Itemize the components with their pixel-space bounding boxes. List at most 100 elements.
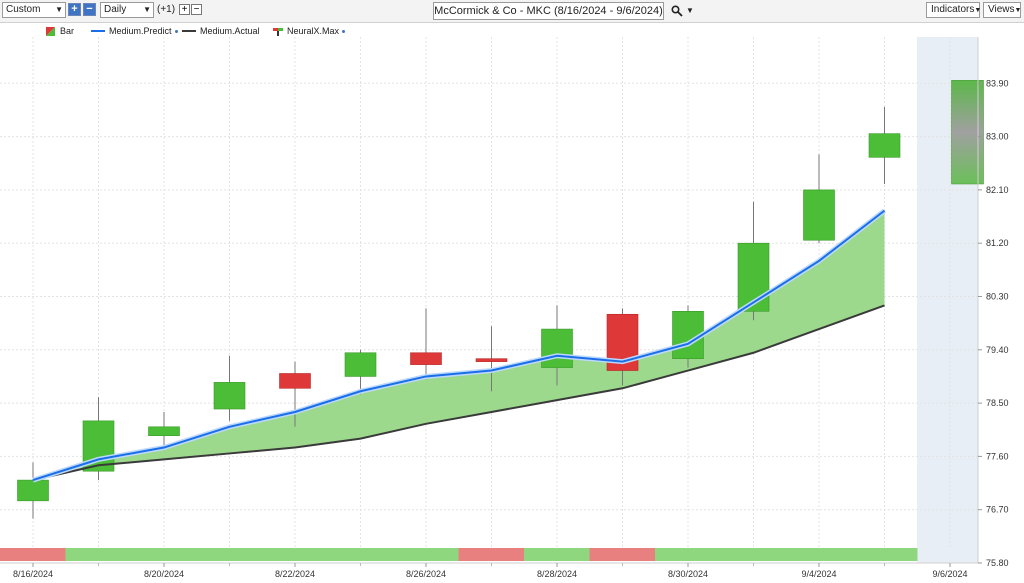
series-line-medium-actual (32, 304, 885, 482)
candle-body (803, 189, 835, 241)
candle (541, 305, 573, 386)
signal-strip-cell (262, 548, 328, 561)
line-swatch-icon (182, 30, 196, 32)
candle-body (410, 352, 442, 365)
settings-dot-icon (174, 29, 178, 33)
signal-strip-cell (131, 548, 197, 561)
bar-swatch-icon (46, 26, 55, 36)
candle-body (213, 382, 246, 410)
settings-dot-icon (342, 29, 346, 33)
legend-label: Bar (60, 26, 75, 36)
candle (606, 308, 639, 386)
y-tick-label: 79.40 (986, 345, 1009, 355)
chevron-down-icon: ▼ (1014, 7, 1022, 14)
range-select-value: Custom (6, 4, 41, 15)
signal-strip-cell (327, 548, 394, 561)
forecast-bar (951, 80, 984, 185)
views-button[interactable]: Views▼ (983, 2, 1021, 18)
x-tick-label: 8/28/2024 (537, 569, 577, 579)
y-tick-label: 82.10 (986, 185, 1009, 195)
indicators-label: Indicators (931, 4, 975, 15)
legend-label: Medium.Actual (200, 26, 260, 36)
y-tick-label: 83.90 (986, 78, 1009, 88)
x-tick-label: 9/4/2024 (801, 569, 836, 579)
legend-item-bar[interactable]: Bar (46, 24, 74, 38)
search-dropdown-icon[interactable]: ▼ (686, 6, 694, 15)
x-tick-label: 8/16/2024 (13, 569, 53, 579)
signal-strip-cell (393, 548, 459, 561)
x-tick-label: 8/26/2024 (406, 569, 446, 579)
legend-item-predict[interactable]: Medium.Predict (91, 24, 178, 38)
y-tick-label: 77.60 (986, 451, 1009, 461)
candle-body (279, 373, 311, 389)
x-tick-label: 8/20/2024 (144, 569, 184, 579)
candle-body (344, 352, 377, 377)
candle (82, 397, 115, 481)
chevron-down-icon: ▼ (974, 7, 982, 14)
signal-strip-cell (786, 548, 852, 561)
legend-item-actual[interactable]: Medium.Actual (182, 24, 260, 38)
search-icon[interactable] (671, 5, 683, 17)
candle (213, 355, 246, 421)
signal-strip-cell (458, 548, 525, 561)
candle-body (868, 133, 901, 158)
candle-body (606, 313, 639, 371)
candle-body (475, 358, 508, 362)
range-select[interactable]: Custom ▼ (2, 2, 66, 18)
candle (410, 308, 442, 380)
indicators-button[interactable]: Indicators▼ (926, 2, 982, 18)
interval-select-value: Daily (104, 4, 127, 15)
candle (803, 154, 835, 244)
candle (279, 361, 311, 427)
candle (672, 305, 704, 368)
signal-strip-cell (196, 548, 263, 561)
views-label: Views (988, 4, 1015, 15)
candle (148, 411, 180, 448)
zoom-out-button[interactable]: − (83, 3, 96, 16)
signal-strip-cell (720, 548, 787, 561)
offset-plus-button[interactable]: + (179, 4, 190, 15)
x-tick-label: 8/30/2024 (668, 569, 708, 579)
signal-strip-cell (65, 548, 132, 561)
candle-body (737, 242, 770, 312)
interval-select[interactable]: Daily ▼ (100, 2, 154, 18)
toolbar: Custom ▼ + − Daily ▼ (+1) + − McCormick … (0, 0, 1024, 23)
series-line-medium-predict (32, 209, 886, 482)
y-tick-label: 75.80 (986, 558, 1009, 568)
chevron-down-icon: ▼ (143, 5, 151, 14)
series-line-medium-predict-glow (32, 208, 887, 483)
candle-body (17, 479, 49, 502)
y-tick-label: 80.30 (986, 292, 1009, 302)
offset-minus-button[interactable]: − (191, 4, 202, 15)
neuralx-swatch-icon (273, 27, 283, 36)
candle-body (82, 420, 115, 472)
candle (17, 462, 49, 519)
y-tick-label: 83.00 (986, 132, 1009, 142)
legend-label: NeuralX.Max (287, 26, 340, 36)
signal-strip-cell (589, 548, 656, 561)
x-tick-label: 9/6/2024 (932, 569, 967, 579)
chart-title-box[interactable]: McCormick & Co - MKC (8/16/2024 - 9/6/20… (433, 2, 664, 20)
y-tick-label: 76.70 (986, 505, 1009, 515)
zoom-in-button[interactable]: + (68, 3, 81, 16)
forecast-region (917, 37, 978, 563)
candle (344, 349, 377, 395)
prediction-band-fill (33, 210, 885, 481)
offset-label: (+1) (157, 4, 176, 15)
legend-item-neuralx[interactable]: NeuralX.Max (273, 24, 346, 38)
signal-strip-cell (0, 548, 66, 561)
chart-title: McCormick & Co - MKC (8/16/2024 - 9/6/20… (434, 5, 663, 17)
chevron-down-icon: ▼ (55, 5, 63, 14)
candle (737, 201, 770, 321)
signal-strip-cell (851, 548, 918, 561)
candle (868, 106, 901, 184)
x-tick-label: 8/22/2024 (275, 569, 315, 579)
line-swatch-icon (91, 30, 105, 32)
candle-body (541, 328, 573, 368)
signal-strip-cell (524, 548, 590, 561)
y-tick-label: 81.20 (986, 238, 1009, 248)
candle (475, 326, 508, 392)
signal-strip-cell (655, 548, 721, 561)
legend-label: Medium.Predict (109, 26, 172, 36)
